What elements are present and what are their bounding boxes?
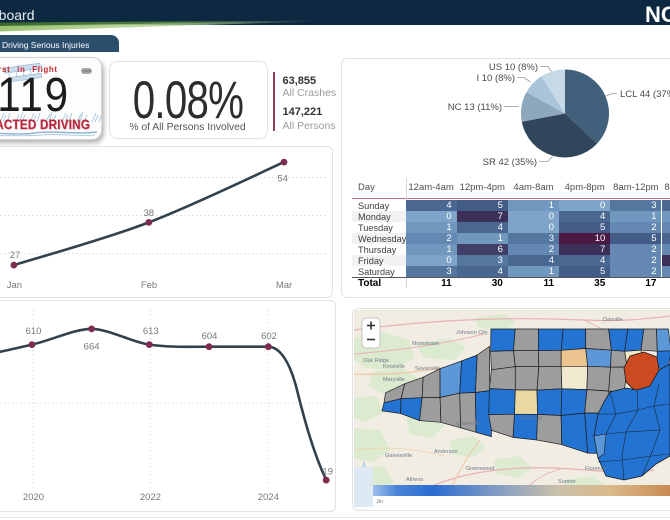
svg-text:Greenville: Greenville xyxy=(456,421,481,427)
svg-text:Athens: Athens xyxy=(406,477,423,483)
svg-text:Jin: Jin xyxy=(376,499,383,505)
svg-text:Sumter: Sumter xyxy=(558,479,576,485)
svg-text:19: 19 xyxy=(322,467,333,478)
svg-text:Maryville: Maryville xyxy=(383,377,405,383)
svg-text:Gainesville: Gainesville xyxy=(385,453,412,459)
svg-text:LCL 44 (37%): LCL 44 (37%) xyxy=(620,89,670,100)
svg-text:54: 54 xyxy=(277,174,288,185)
svg-text:NC 13 (11%): NC 13 (11%) xyxy=(448,102,502,113)
svg-text:664: 664 xyxy=(84,341,100,352)
svg-text:Rock Hill: Rock Hill xyxy=(521,416,543,422)
svg-text:Mar: Mar xyxy=(276,280,292,291)
svg-text:Morristown: Morristown xyxy=(412,341,439,347)
svg-text:Danville: Danville xyxy=(603,317,623,323)
svg-text:Greenwood: Greenwood xyxy=(466,466,494,472)
svg-text:27: 27 xyxy=(10,250,21,261)
svg-text:38: 38 xyxy=(144,208,155,219)
svg-text:610: 610 xyxy=(26,326,42,337)
svg-text:Jan: Jan xyxy=(7,280,22,291)
svg-text:Knoxville: Knoxville xyxy=(383,364,405,370)
svg-text:Johnson City: Johnson City xyxy=(456,330,488,336)
svg-text:I 10 (8%): I 10 (8%) xyxy=(476,73,515,84)
svg-text:613: 613 xyxy=(143,326,159,337)
svg-text:SR 42 (35%): SR 42 (35%) xyxy=(483,157,537,168)
svg-text:Sevierville: Sevierville xyxy=(415,366,440,372)
svg-text:2024: 2024 xyxy=(258,492,279,503)
svg-text:US 10 (8%): US 10 (8%) xyxy=(489,62,538,73)
svg-text:602: 602 xyxy=(261,331,277,342)
svg-text:Feb: Feb xyxy=(141,280,157,291)
svg-text:Anderson: Anderson xyxy=(434,449,458,455)
svg-text:604: 604 xyxy=(202,331,218,342)
svg-text:Oak Ridge: Oak Ridge xyxy=(363,358,389,364)
svg-text:2020: 2020 xyxy=(23,492,44,503)
svg-text:Florence: Florence xyxy=(585,466,606,472)
svg-text:2022: 2022 xyxy=(140,492,161,503)
